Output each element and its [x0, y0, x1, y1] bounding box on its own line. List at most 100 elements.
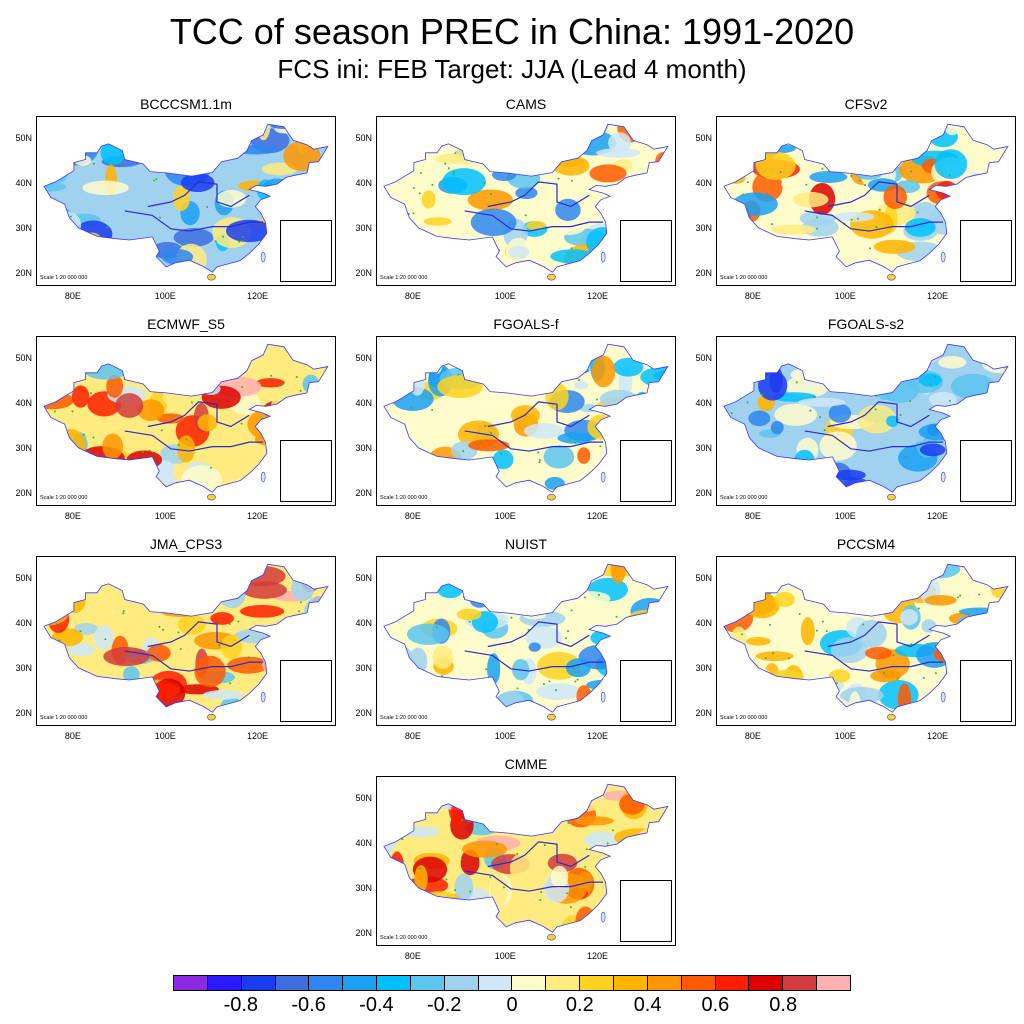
tcc-field-patch [467, 264, 492, 273]
y-tick-label: 50N [695, 353, 712, 364]
tcc-field-patch [528, 642, 541, 652]
tcc-field-patch [93, 625, 114, 650]
tcc-field-patch [99, 698, 137, 709]
significance-dot [242, 235, 245, 238]
tcc-field-patch [468, 784, 486, 806]
significance-dot [960, 403, 963, 406]
significance-dot [809, 409, 812, 412]
x-tick-label: 120E [927, 731, 949, 741]
hainan-island [887, 713, 896, 721]
river-line [124, 650, 264, 672]
x-tick-label: 100E [494, 291, 516, 301]
significance-dot [460, 858, 463, 861]
tcc-field-patch [254, 432, 278, 446]
significance-dot [746, 181, 749, 184]
significance-dot [418, 192, 421, 195]
tcc-field-patch [431, 345, 444, 374]
tcc-field-patch [201, 385, 241, 409]
significance-dot [565, 892, 568, 895]
china-boundary [383, 343, 669, 493]
tcc-field-patch [919, 443, 946, 457]
map-panel: PCCSM4 Scale 1:20 000 000 20N 30N 40N 50N 80E 1… [695, 536, 1016, 741]
colorbar-swatch [681, 976, 716, 990]
tcc-field-patch [565, 658, 591, 678]
tcc-field-patch [463, 784, 507, 808]
china-boundary [723, 123, 1009, 273]
significance-dot [578, 671, 581, 674]
significance-dot [485, 668, 488, 671]
significance-dot [462, 450, 465, 453]
tcc-field-patch [384, 478, 399, 492]
tcc-field-patch [492, 449, 514, 470]
tcc-field-patch [399, 347, 428, 359]
significance-dot [570, 609, 573, 612]
significance-dot [773, 428, 776, 431]
taiwan-island [940, 251, 946, 263]
tcc-field-patch [201, 382, 221, 396]
china-boundary [383, 563, 669, 713]
significance-dot [746, 681, 749, 684]
significance-dot [738, 624, 741, 627]
significance-dot [543, 844, 546, 847]
y-tick-label: 40N [355, 178, 372, 189]
river-line [804, 210, 944, 232]
map-panel: NUIST Scale 1:20 000 000 20N 30N 40N 50N 80E 10… [355, 536, 676, 741]
colorbar-swatch [377, 976, 411, 990]
tcc-field-patch [856, 619, 887, 648]
colorbar-tick-label: -0.4 [359, 994, 394, 1016]
map-frame: Scale 1:20 000 000 [376, 776, 676, 946]
significance-dot [273, 444, 276, 447]
tcc-field-patch [515, 124, 534, 148]
tcc-field-patch [44, 430, 66, 456]
x-tick-label: 120E [587, 731, 609, 741]
tcc-field-patch [744, 593, 780, 619]
colorbar [173, 975, 851, 991]
panel-title: CMME [504, 756, 548, 772]
significance-dot [68, 674, 71, 677]
tcc-field-patch [876, 376, 894, 401]
significance-dot [92, 162, 95, 165]
tcc-field-patch [468, 439, 510, 452]
tcc-field-patch [122, 572, 149, 603]
taiwan-island [600, 471, 606, 483]
tcc-field-patch [899, 609, 918, 626]
tcc-field-patch [519, 610, 566, 627]
significance-dot [747, 678, 750, 681]
significance-dot [749, 168, 752, 171]
significance-dot [576, 678, 579, 681]
significance-dot [396, 169, 399, 172]
significance-dot [240, 422, 243, 425]
taiwan-island [600, 691, 606, 703]
significance-dot [145, 154, 148, 157]
colorbar-tick-label: 0.6 [701, 994, 730, 1016]
significance-dot [568, 396, 571, 399]
tcc-field-patch [577, 447, 591, 464]
significance-dot [929, 383, 932, 386]
y-tick-label: 50N [355, 793, 372, 804]
x-tick-label: 80E [404, 731, 421, 741]
tcc-field-patch [384, 680, 424, 693]
tcc-field-patch [156, 413, 185, 424]
tcc-field-patch [969, 568, 986, 582]
tcc-field-patch [954, 405, 972, 422]
colorbar-swatch [241, 976, 276, 990]
significance-dot [92, 436, 95, 439]
significance-dot [67, 164, 70, 167]
significance-dot [59, 450, 62, 453]
significance-dot [574, 376, 577, 379]
tcc-field-patch [566, 344, 604, 360]
y-tick-label: 20N [695, 267, 712, 278]
significance-dot [742, 193, 745, 196]
tcc-field-patch [194, 655, 226, 688]
tcc-field-patch [613, 357, 644, 377]
taiwan-island [940, 471, 946, 483]
significance-dot [452, 173, 455, 176]
tcc-field-patch [210, 564, 239, 572]
significance-dot [119, 161, 122, 164]
tcc-field-patch [505, 370, 548, 380]
significance-dot [157, 593, 160, 596]
taiwan-island [260, 471, 266, 483]
significance-dot [274, 448, 277, 451]
significance-dot [457, 373, 460, 376]
significance-dot [274, 635, 277, 638]
